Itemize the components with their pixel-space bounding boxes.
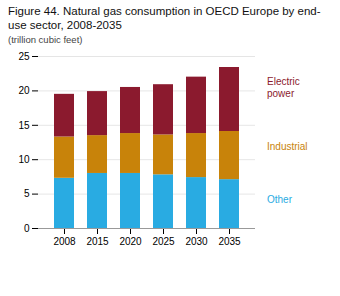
- svg-text:20: 20: [18, 85, 30, 96]
- html-text:Industrial: Industrial: [267, 141, 308, 152]
- html-text:Figure 44. Natural gas consump: Figure 44. Natural gas consumption in OE…: [8, 5, 321, 31]
- html-text:Other: Other: [267, 193, 292, 205]
- html-text:Electric power: Electric power: [267, 76, 300, 100]
- svg-text:25: 25: [18, 51, 30, 62]
- svg-text:2035: 2035: [218, 236, 241, 247]
- svg-text:2025: 2025: [152, 236, 175, 247]
- svg-text:15: 15: [18, 120, 30, 131]
- svg-text:2030: 2030: [185, 236, 208, 247]
- svg-text:2015: 2015: [86, 236, 109, 247]
- html-text:(trillion cubic feet): (trillion cubic feet): [8, 34, 83, 45]
- svg-text:2020: 2020: [119, 236, 142, 247]
- svg-text:0: 0: [24, 223, 30, 234]
- svg-text:10: 10: [18, 154, 30, 165]
- svg-text:5: 5: [24, 188, 30, 199]
- svg-text:2008: 2008: [53, 236, 76, 247]
